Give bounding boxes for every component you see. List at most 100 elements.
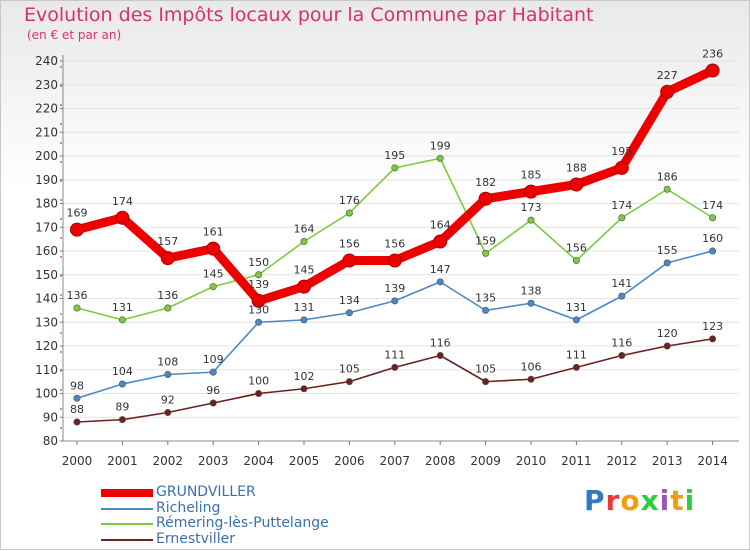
data-point-grundviller: [160, 251, 175, 266]
x-tick-label: 2011: [561, 454, 592, 468]
logo-letter: r: [605, 484, 621, 517]
y-tick-label: 120: [35, 339, 58, 353]
data-point-ernestviller: [663, 342, 671, 350]
data-label-ernestviller: 100: [248, 375, 269, 388]
data-label-ernestviller: 111: [566, 348, 587, 361]
data-point-richeling: [300, 316, 308, 324]
data-label-richeling: 155: [657, 244, 678, 257]
data-label-grundviller: 236: [702, 48, 723, 61]
data-label-remering-les-puttelange: 176: [339, 194, 360, 207]
data-point-ernestviller: [527, 375, 535, 383]
data-point-richeling: [482, 306, 490, 314]
data-label-grundviller: 157: [157, 235, 178, 248]
data-label-grundviller: 188: [566, 162, 587, 175]
data-label-remering-les-puttelange: 136: [157, 289, 178, 302]
axis-dot: [60, 104, 62, 106]
data-point-richeling: [391, 297, 399, 305]
data-point-grundviller: [614, 160, 629, 175]
data-point-ernestviller: [118, 416, 126, 424]
axis-dot: [60, 313, 62, 315]
x-tick-label: 2001: [107, 454, 138, 468]
y-tick-label: 230: [35, 78, 58, 92]
y-tick-label: 100: [35, 387, 58, 401]
data-point-richeling: [255, 318, 263, 326]
data-label-remering-les-puttelange: 195: [384, 149, 405, 162]
logo-letter: i: [684, 484, 696, 517]
data-label-richeling: 147: [430, 263, 451, 276]
legend-label: Richeling: [156, 500, 221, 516]
data-point-richeling: [73, 394, 81, 402]
data-point-ernestviller: [709, 335, 717, 343]
data-label-richeling: 130: [248, 303, 269, 316]
legend-swatch: [101, 508, 153, 510]
data-label-richeling: 139: [384, 282, 405, 295]
data-point-grundviller: [524, 184, 538, 199]
x-tick-label: 2010: [516, 454, 547, 468]
data-point-grundviller: [478, 191, 493, 206]
data-label-richeling: 109: [203, 353, 224, 366]
y-tick-label: 200: [35, 149, 58, 163]
data-label-ernestviller: 92: [161, 394, 175, 407]
y-tick-label: 80: [43, 434, 58, 448]
x-tick-label: 2000: [62, 454, 93, 468]
axis-dot: [60, 294, 62, 296]
data-point-grundviller: [115, 210, 130, 225]
x-tick-label: 2009: [470, 454, 501, 468]
y-tick-label: 190: [35, 173, 58, 187]
data-label-richeling: 131: [566, 301, 587, 314]
data-point-ernestviller: [209, 399, 217, 407]
data-label-ernestviller: 105: [475, 363, 496, 376]
logo-letter: i: [659, 484, 671, 517]
data-point-richeling: [164, 370, 172, 378]
data-label-remering-les-puttelange: 199: [430, 139, 451, 152]
y-tick-label: 210: [35, 125, 58, 139]
data-label-richeling: 160: [702, 232, 723, 245]
series-line-richeling: [76, 250, 714, 400]
legend-swatch: [101, 523, 153, 525]
data-point-ernestviller: [164, 408, 172, 416]
data-label-ernestviller: 116: [611, 337, 632, 350]
y-tick-label: 160: [35, 244, 58, 258]
logo-letter: t: [670, 484, 685, 517]
data-point-richeling: [436, 278, 444, 286]
data-label-richeling: 104: [112, 365, 133, 378]
data-point-ernestviller: [73, 418, 81, 426]
data-label-richeling: 135: [475, 291, 496, 304]
data-label-richeling: 141: [611, 277, 632, 290]
data-point-richeling: [527, 299, 535, 307]
data-point-grundviller: [387, 253, 402, 268]
axis-dot: [60, 123, 62, 125]
data-label-grundviller: 169: [67, 207, 88, 220]
data-point-remering-les-puttelange: [482, 249, 490, 257]
data-point-remering-les-puttelange: [164, 304, 172, 312]
data-point-grundviller: [206, 241, 221, 256]
data-label-remering-les-puttelange: 131: [112, 301, 133, 314]
data-point-remering-les-puttelange: [255, 271, 263, 279]
data-point-grundviller: [251, 293, 266, 308]
data-label-richeling: 131: [294, 301, 315, 314]
axis-dot: [60, 351, 62, 353]
data-label-grundviller: 156: [339, 238, 360, 251]
y-tick-label: 90: [43, 410, 58, 424]
data-point-remering-les-puttelange: [118, 316, 126, 324]
y-tick-label: 130: [35, 315, 58, 329]
logo-letter: P: [584, 484, 606, 517]
x-tick-label: 2008: [425, 454, 456, 468]
legend-swatch: [101, 539, 153, 541]
data-point-grundviller: [70, 222, 84, 237]
data-point-ernestviller: [300, 385, 308, 393]
data-label-remering-les-puttelange: 164: [294, 223, 315, 236]
data-label-grundviller: 156: [384, 238, 405, 251]
y-tick-label: 110: [35, 363, 58, 377]
data-point-remering-les-puttelange: [391, 164, 399, 172]
axis-dot: [60, 427, 62, 429]
data-point-richeling: [118, 380, 126, 388]
data-point-remering-les-puttelange: [73, 304, 81, 312]
chart-subtitle: (en € et par an): [27, 28, 122, 42]
x-tick-label: 2012: [607, 454, 638, 468]
data-point-richeling: [663, 259, 671, 267]
x-tick-label: 2002: [153, 454, 184, 468]
data-point-ernestviller: [618, 351, 626, 359]
data-point-remering-les-puttelange: [572, 256, 580, 264]
axis-dot: [60, 275, 62, 277]
